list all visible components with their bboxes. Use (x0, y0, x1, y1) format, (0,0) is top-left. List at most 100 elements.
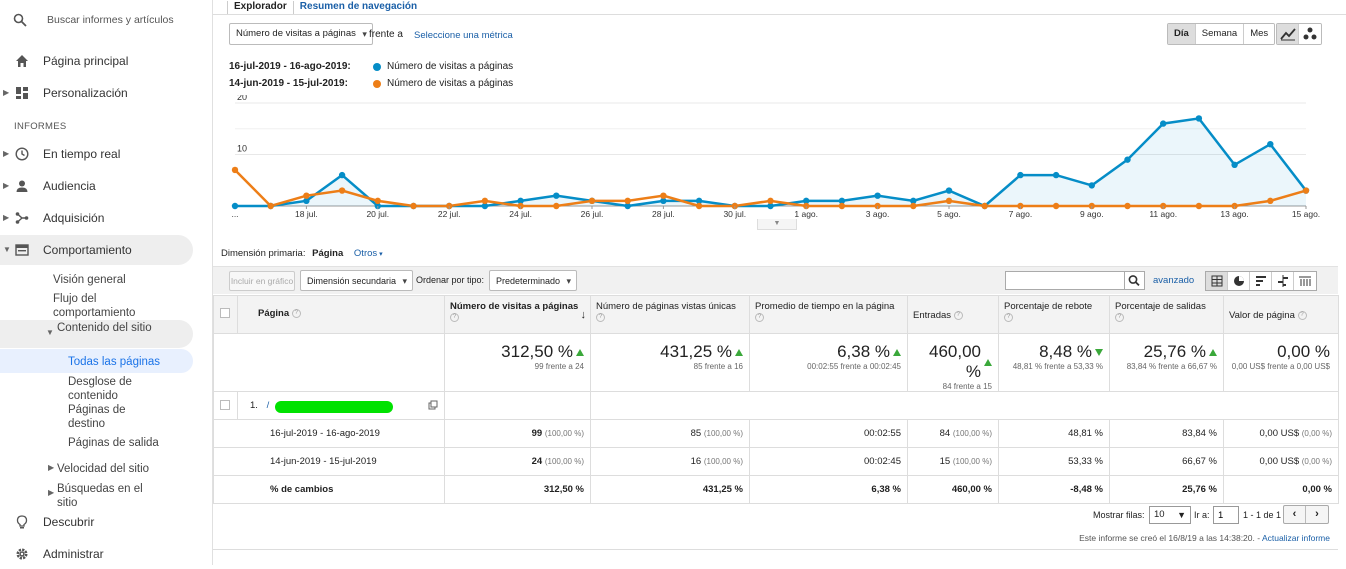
cell-value: 00:02:55 (864, 428, 901, 439)
data-point (767, 202, 774, 210)
chart-resize-handle[interactable]: ▼ (757, 219, 797, 230)
sort-type-select[interactable]: Predeterminado (489, 270, 578, 291)
column-header-pageviews[interactable]: Número de visitas a páginas? ↓ (444, 295, 591, 334)
sidebar-subitem-landing-pages[interactable]: Páginas de destino (68, 404, 126, 430)
cell: 15 (100,00 %) (907, 447, 999, 476)
help-icon[interactable]: ? (596, 312, 605, 322)
motion-chart-button[interactable] (1299, 24, 1321, 44)
select-metric-link[interactable]: Seleccione una métrica (414, 30, 513, 41)
section-title-reports: INFORMES (14, 121, 67, 132)
sidebar-item-audience[interactable]: ▶ Audiencia (0, 171, 193, 201)
cell-value: 66,67 % (1182, 456, 1217, 467)
column-header-bounce-rate[interactable]: Porcentaje de rebote? (998, 295, 1110, 334)
sidebar-item-behavior[interactable]: ▼ Comportamiento (0, 235, 193, 265)
pivot-view-button[interactable] (1294, 272, 1316, 290)
cell-pct: (0,00 %) (1301, 429, 1332, 438)
sidebar-search[interactable]: Buscar informes y artículos (0, 4, 213, 36)
sidebar-item-admin[interactable]: Administrar (0, 539, 193, 569)
table-filter-input[interactable] (1005, 271, 1125, 290)
search-icon (1128, 275, 1140, 287)
sidebar-item-label: Adquisición (43, 211, 105, 225)
help-icon[interactable]: ? (1004, 312, 1013, 322)
search-icon (13, 13, 27, 27)
expand-arrow-icon: ▶ (3, 149, 10, 158)
column-header-page-value[interactable]: Valor de página ? (1223, 295, 1339, 334)
metric-select[interactable]: Número de visitas a páginas (229, 23, 373, 45)
help-icon[interactable]: ? (291, 308, 301, 318)
row-spacer (590, 391, 1339, 420)
x-tick-label: 24 jul. (509, 209, 532, 219)
month-button[interactable]: Mes (1244, 24, 1275, 44)
gear-icon (16, 548, 28, 560)
sidebar-subitem-site-content[interactable]: Contenido del sitio (57, 322, 152, 334)
sidebar-subitem-site-speed[interactable]: Velocidad del sitio (57, 463, 150, 475)
advanced-filter-link[interactable]: avanzado (1153, 275, 1195, 286)
cell-value: 00:02:45 (864, 456, 901, 467)
filter-search-button[interactable] (1124, 271, 1145, 290)
rows-per-page-value: 10 (1154, 509, 1165, 520)
goto-page-input[interactable] (1213, 506, 1239, 524)
total-cell: 431,25 % 85 frente a 16 (590, 333, 750, 392)
prev-page-button[interactable]: ‹ (1284, 506, 1306, 523)
tab-navigation-summary[interactable]: Resumen de navegación (299, 1, 418, 12)
main-content: Explorador Resumen de navegación Número d… (213, 0, 1346, 565)
sidebar-subitem-behavior-flow[interactable]: Flujo del comportamiento (53, 293, 136, 319)
plot-rows-button[interactable]: Incluir en gráfico (229, 271, 295, 291)
help-icon[interactable]: ? (450, 312, 459, 322)
comparison-row: 14-jun-2019 - 15-jul-2019 24 (100,00 %) … (213, 447, 1339, 476)
change-cell: 6,38 % (749, 475, 908, 504)
column-header-unique-pageviews[interactable]: Número de páginas vistas únicas? (590, 295, 750, 334)
series-area (235, 118, 1306, 206)
data-view-button[interactable] (1206, 272, 1228, 290)
column-header-entrances[interactable]: Entradas ? (907, 295, 999, 334)
collapse-arrow-icon: ▼ (3, 245, 11, 254)
data-point (553, 202, 560, 210)
refresh-report-link[interactable]: Actualizar informe (1261, 533, 1330, 543)
lightbulb-icon (16, 515, 28, 529)
sidebar-item-label: Personalización (43, 86, 128, 100)
x-tick-label: 28 jul. (652, 209, 675, 219)
help-icon[interactable]: ? (953, 310, 963, 320)
select-all-checkbox[interactable] (220, 308, 230, 318)
sidebar-subitem-site-search[interactable]: Búsquedas en el sitio (57, 483, 143, 508)
week-button[interactable]: Semana (1195, 24, 1245, 44)
row-checkbox[interactable] (220, 400, 230, 410)
tab-explorer[interactable]: Explorador (227, 1, 294, 15)
comparison-view-button[interactable] (1272, 272, 1294, 290)
other-dimension-link[interactable]: Otros (353, 248, 378, 259)
report-tabs: Explorador Resumen de navegación (227, 0, 423, 15)
total-value: 312,50 % (451, 342, 584, 362)
percentage-view-button[interactable] (1228, 272, 1250, 290)
data-point (338, 187, 346, 194)
page-link[interactable]: / (266, 400, 270, 411)
primary-dimension-label: Dimensión primaria: (221, 248, 306, 259)
column-header-page[interactable]: Página ? (237, 295, 445, 334)
cell-pct: (100,00 %) (703, 429, 743, 438)
total-sub: 84 frente a 15 (942, 382, 992, 391)
sidebar-subitem-all-pages[interactable]: Todas las páginas (68, 356, 161, 368)
y-tick-label: 20 (237, 95, 247, 102)
cell: 16 (100,00 %) (590, 447, 750, 476)
x-tick-label: 22 jul. (438, 209, 461, 219)
sidebar-item-discover[interactable]: Descubrir (0, 507, 193, 537)
next-page-button[interactable]: › (1306, 506, 1328, 523)
column-header-avg-time[interactable]: Promedio de tiempo en la página? (749, 295, 908, 334)
open-external-icon[interactable] (428, 400, 438, 410)
help-icon[interactable]: ? (755, 312, 764, 322)
secondary-dimension-select[interactable]: Dimensión secundaria (300, 270, 414, 291)
line-chart-button[interactable] (1277, 24, 1299, 44)
rows-per-page-select[interactable]: 10 ▼ (1149, 506, 1191, 524)
day-button[interactable]: Día (1168, 24, 1196, 44)
sidebar-item-home[interactable]: Página principal (0, 46, 193, 76)
sidebar-subitem-content-drilldown[interactable]: Desglose de contenido (68, 376, 132, 402)
sidebar-item-acquisition[interactable]: ▶ Adquisición (0, 203, 193, 233)
sidebar-item-realtime[interactable]: ▶ En tiempo real (0, 139, 193, 169)
sidebar-subitem-overview[interactable]: Visión general (53, 274, 126, 286)
cell-value: 84 (939, 428, 951, 439)
help-icon[interactable]: ? (1115, 312, 1124, 322)
sidebar-item-customization[interactable]: ▶ Personalización (0, 78, 193, 108)
column-header-exit-rate[interactable]: Porcentaje de salidas? (1109, 295, 1224, 334)
sidebar-subitem-exit-pages[interactable]: Páginas de salida (68, 437, 159, 449)
help-icon[interactable]: ? (1297, 310, 1307, 320)
performance-view-button[interactable] (1250, 272, 1272, 290)
